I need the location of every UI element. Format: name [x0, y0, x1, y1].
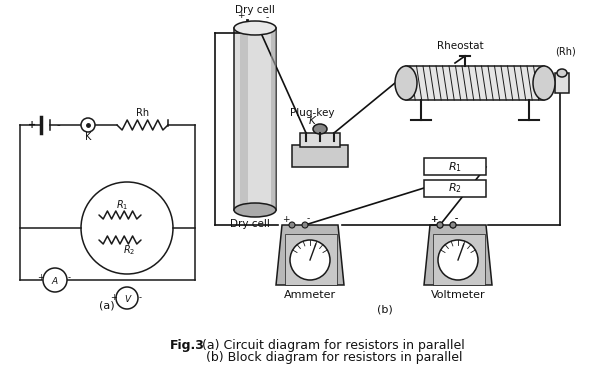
Text: (b) Block diagram for resistors in parallel: (b) Block diagram for resistors in paral…: [178, 351, 463, 364]
Text: -: -: [67, 273, 71, 283]
Text: (a): (a): [99, 300, 115, 310]
Text: Dry cell: Dry cell: [230, 219, 270, 229]
Bar: [555, 73, 569, 93]
Bar: [424, 158, 486, 175]
Text: K: K: [308, 116, 316, 126]
Text: +: +: [237, 11, 245, 21]
Text: +: +: [38, 273, 44, 283]
Ellipse shape: [533, 66, 555, 100]
Bar: [244, 28, 248, 210]
Text: -: -: [307, 215, 310, 223]
Text: -: -: [454, 215, 458, 223]
Text: $R_1$: $R_1$: [116, 198, 128, 212]
Text: -: -: [56, 120, 60, 130]
Bar: [271, 28, 276, 210]
Circle shape: [81, 182, 173, 274]
Bar: [234, 28, 276, 210]
Circle shape: [290, 240, 330, 280]
Text: -: -: [139, 294, 142, 302]
Text: +: +: [430, 215, 438, 223]
Text: $R_2$: $R_2$: [123, 243, 135, 257]
Text: Ammeter: Ammeter: [284, 290, 336, 300]
Text: Dry cell: Dry cell: [235, 5, 275, 15]
Text: Voltmeter: Voltmeter: [431, 290, 485, 300]
Circle shape: [116, 287, 138, 309]
Text: +: +: [430, 215, 438, 223]
Ellipse shape: [313, 124, 327, 134]
Text: +: +: [110, 294, 118, 302]
Circle shape: [438, 240, 478, 280]
Text: V: V: [124, 294, 130, 304]
Text: (a) Circuit diagram for resistors in parallel: (a) Circuit diagram for resistors in par…: [198, 339, 465, 351]
Text: A: A: [52, 276, 58, 286]
Text: (b): (b): [377, 305, 393, 315]
Text: $R_2$: $R_2$: [448, 181, 462, 195]
Text: +: +: [282, 215, 290, 223]
Text: Rh: Rh: [136, 108, 149, 118]
Bar: [300, 133, 340, 147]
Text: -: -: [454, 215, 458, 223]
Polygon shape: [424, 225, 492, 285]
Ellipse shape: [234, 21, 276, 35]
Text: -: -: [265, 14, 269, 22]
Circle shape: [450, 222, 456, 228]
Text: Fig.3: Fig.3: [170, 339, 205, 351]
Bar: [285, 234, 337, 285]
Text: $R_1$: $R_1$: [448, 160, 462, 174]
Bar: [240, 28, 244, 210]
Polygon shape: [276, 225, 344, 285]
Bar: [433, 234, 485, 285]
Circle shape: [289, 222, 295, 228]
Text: Plug-key: Plug-key: [290, 108, 334, 118]
Text: K: K: [85, 132, 91, 142]
Bar: [292, 145, 348, 167]
Ellipse shape: [395, 66, 417, 100]
Bar: [406, 66, 544, 100]
Bar: [424, 180, 486, 197]
Circle shape: [437, 222, 443, 228]
Ellipse shape: [557, 69, 567, 77]
Text: Rheostat: Rheostat: [437, 41, 484, 51]
Circle shape: [43, 268, 67, 292]
Ellipse shape: [234, 203, 276, 217]
Circle shape: [450, 222, 456, 228]
Text: (Rh): (Rh): [554, 47, 575, 57]
Text: +: +: [28, 120, 36, 130]
Circle shape: [302, 222, 308, 228]
Circle shape: [81, 118, 95, 132]
Circle shape: [437, 222, 443, 228]
